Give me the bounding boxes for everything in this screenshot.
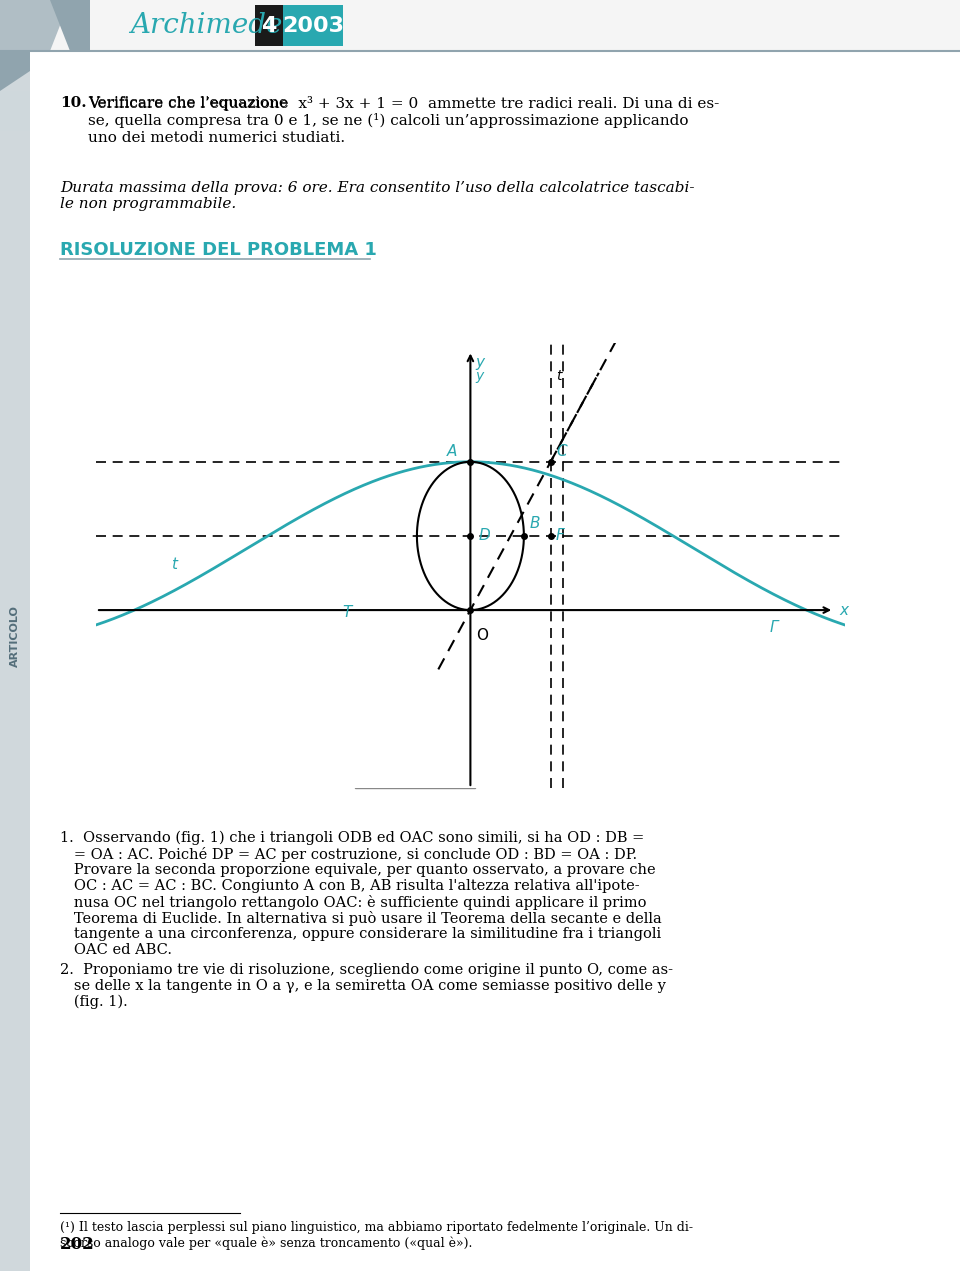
Polygon shape [0, 92, 30, 131]
Text: 202: 202 [60, 1235, 95, 1253]
Bar [255, 5, 283, 46]
Text: (¹) Il testo lascia perplessi sul piano linguistico, ma abbiamo riportato fedelm: (¹) Il testo lascia perplessi sul piano … [60, 1221, 693, 1249]
Polygon shape [0, 51, 30, 92]
Text: A: A [447, 444, 458, 459]
Text: x: x [839, 602, 849, 618]
Text: RISOLUZIONE DEL PROBLEMA 1: RISOLUZIONE DEL PROBLEMA 1 [60, 241, 377, 259]
Text: C: C [556, 444, 566, 459]
Text: 10.: 10. [60, 97, 86, 111]
Bar [355, 766, 475, 788]
Bar [283, 5, 343, 46]
Text: T: T [342, 605, 351, 620]
Text: Provare la seconda proporzione equivale, per quanto osservato, a provare che: Provare la seconda proporzione equivale,… [60, 863, 656, 877]
Text: t: t [171, 557, 177, 572]
Text: Durata massima della prova: 6 ore. Era consentito l’uso della calcolatrice tasca: Durata massima della prova: 6 ore. Era c… [60, 180, 694, 211]
Text: OC : AC = AC : BC. Congiunto A con B, AB risulta l'altezza relativa all'ipote-: OC : AC = AC : BC. Congiunto A con B, AB… [60, 880, 639, 894]
Bar [30, 0, 960, 51]
Bar [0, 0, 30, 1271]
Text: Verificare che l’equazione  x³ + 3x + 1 = 0  ammette tre radici reali. Di una di: Verificare che l’equazione x³ + 3x + 1 =… [88, 97, 719, 145]
Text: 2003: 2003 [282, 15, 344, 36]
Text: = OA : AC. Poiché DP = AC per costruzione, si conclude OD : BD = OA : DP.: = OA : AC. Poiché DP = AC per costruzion… [60, 846, 637, 862]
Text: O: O [476, 628, 488, 643]
Polygon shape [0, 0, 30, 51]
Polygon shape [30, 0, 70, 51]
Text: Teorema di Euclide. In alternativa si può usare il Teorema della secante e della: Teorema di Euclide. In alternativa si pu… [60, 911, 661, 927]
Text: D: D [479, 529, 491, 544]
Text: y: y [476, 370, 484, 384]
Text: (fig. 1).: (fig. 1). [60, 995, 128, 1009]
Text: Archimede: Archimede [130, 11, 282, 39]
Text: se delle x la tangente in O a γ, e la semiretta OA come semiasse positivo delle : se delle x la tangente in O a γ, e la se… [60, 979, 666, 993]
Text: ARTICOLO: ARTICOLO [10, 605, 20, 667]
Text: 1.  Osservando (fig. 1) che i triangoli ODB ed OAC sono simili, si ha OD : DB =: 1. Osservando (fig. 1) che i triangoli O… [60, 831, 644, 845]
Text: y: y [476, 355, 485, 370]
Text: 2.  Proponiamo tre vie di risoluzione, scegliendo come origine il punto O, come : 2. Proponiamo tre vie di risoluzione, sc… [60, 963, 673, 977]
Text: Figura 1: Figura 1 [385, 770, 445, 784]
Text: F: F [556, 529, 564, 544]
Polygon shape [50, 0, 90, 51]
Text: Γ: Γ [770, 620, 779, 636]
Text: 4: 4 [261, 15, 276, 36]
Text: B: B [529, 516, 540, 531]
Text: tangente a una circonferenza, oppure considerare la similitudine fra i triangoli: tangente a una circonferenza, oppure con… [60, 927, 661, 941]
Text: OAC ed ABC.: OAC ed ABC. [60, 943, 172, 957]
Text: Verificare che l'equazione: Verificare che l'equazione [88, 97, 293, 111]
Text: t: t [556, 370, 562, 384]
Text: nusa OC nel triangolo rettangolo OAC: è sufficiente quindi applicare il primo: nusa OC nel triangolo rettangolo OAC: è … [60, 895, 646, 910]
